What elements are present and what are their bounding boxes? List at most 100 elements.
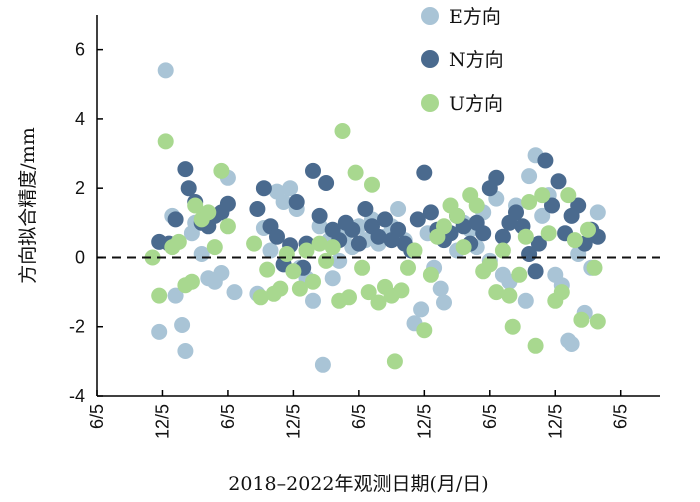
data-point-2-68 [589,313,606,330]
data-point-2-12 [219,218,236,235]
data-point-2-67 [586,259,603,276]
data-point-0-23 [305,292,321,309]
data-point-2-33 [370,294,387,311]
data-point-0-1 [157,62,174,79]
data-point-1-61 [570,197,587,214]
data-point-1-21 [311,207,328,224]
data-point-2-9 [200,204,217,221]
data-point-2-17 [272,280,289,297]
y-tick-label-2: 0 [75,247,85,267]
data-point-0-27 [324,270,341,287]
data-point-1-10 [219,195,236,212]
data-point-1-11 [249,201,266,217]
y-tick-label-0: -4 [69,386,85,406]
data-point-1-46 [475,225,492,242]
x-tick-label-8: 6/5 [611,404,631,429]
data-point-2-40 [416,322,433,339]
data-point-2-32 [364,176,380,193]
data-point-2-37 [393,282,410,299]
data-point-2-51 [488,284,505,301]
data-point-2-41 [422,266,439,283]
data-point-1-58 [550,173,567,190]
legend-marker-2 [421,94,439,112]
data-point-2-22 [305,273,321,290]
data-point-2-19 [285,263,302,280]
data-point-2-20 [291,280,308,297]
data-point-1-37 [416,164,433,181]
x-tick-label-3: 12/5 [283,404,303,439]
data-point-1-38 [422,204,439,221]
x-tick-label-5: 12/5 [414,404,434,439]
data-point-0-37 [390,201,407,217]
data-point-2-60 [540,225,557,242]
x-tick-label-2: 6/5 [218,404,238,429]
data-point-2-28 [341,289,357,306]
data-point-2-46 [455,239,472,256]
y-axis-title: 方向拟合精度/mm [17,127,39,283]
legend-marker-0 [421,7,439,25]
y-tick-label-5: 6 [75,40,85,60]
x-tick-label-1: 12/5 [152,404,172,439]
data-point-2-14 [252,289,269,306]
data-point-1-12 [255,180,272,197]
data-point-0-57 [521,168,538,185]
data-point-1-48 [488,169,505,186]
data-point-1-22 [318,175,335,191]
y-tick-label-4: 4 [75,109,85,129]
data-point-1-26 [344,221,361,238]
data-point-2-38 [400,259,416,276]
data-point-0-19 [282,180,299,197]
data-point-1-33 [390,221,407,238]
data-point-2-54 [504,318,521,335]
data-point-2-1 [151,287,168,304]
data-point-2-0 [144,249,161,266]
data-point-1-30 [370,228,387,245]
x-tick-label-0: 6/5 [87,404,107,429]
data-point-2-31 [360,284,377,301]
x-tick-label-6: 6/5 [480,404,500,429]
data-point-0-43 [432,280,449,297]
data-points [144,62,606,373]
data-point-2-43 [436,218,452,235]
data-point-2-55 [511,266,528,283]
data-point-1-3 [177,161,194,178]
data-point-0-59 [534,207,551,224]
data-point-2-39 [406,242,423,259]
data-point-2-7 [187,197,204,214]
data-point-1-4 [180,180,197,197]
data-point-1-28 [357,201,374,217]
legend-label-0: E方向 [449,6,501,28]
data-point-0-11 [213,265,230,281]
data-point-2-36 [386,353,403,370]
data-point-1-14 [269,228,285,245]
data-point-1-56 [537,152,554,169]
data-point-2-45 [449,207,466,224]
data-point-1-55 [530,235,547,252]
tick-labels: -4 -2 0 2 4 6 6/5 12/5 6/5 12/5 6/5 12/5 6/5 12/5 6/5 [69,40,631,439]
legend-marker-1 [421,50,439,68]
data-point-0-3 [167,287,184,304]
data-point-0-5 [177,343,194,359]
data-point-1-51 [508,204,524,221]
data-point-1-2 [167,211,184,228]
data-point-1-57 [544,197,560,214]
data-point-2-53 [501,287,518,304]
data-point-0-16 [262,242,279,259]
data-point-0-44 [436,294,452,311]
data-point-2-29 [347,164,364,181]
x-tick-label-4: 6/5 [349,404,369,429]
data-point-1-54 [527,263,544,280]
data-point-0-25 [314,356,331,373]
data-point-2-4 [170,233,187,250]
data-point-2-15 [259,261,276,278]
data-point-0-0 [151,323,168,340]
data-point-2-57 [521,194,538,210]
y-tick-label-1: -2 [69,317,85,337]
legend: E方向 N方向 U方向 [421,6,504,115]
data-point-0-64 [563,336,580,352]
data-point-2-63 [560,187,577,204]
data-point-2-21 [298,242,315,259]
data-point-2-48 [468,197,485,214]
data-point-0-68 [589,204,606,221]
